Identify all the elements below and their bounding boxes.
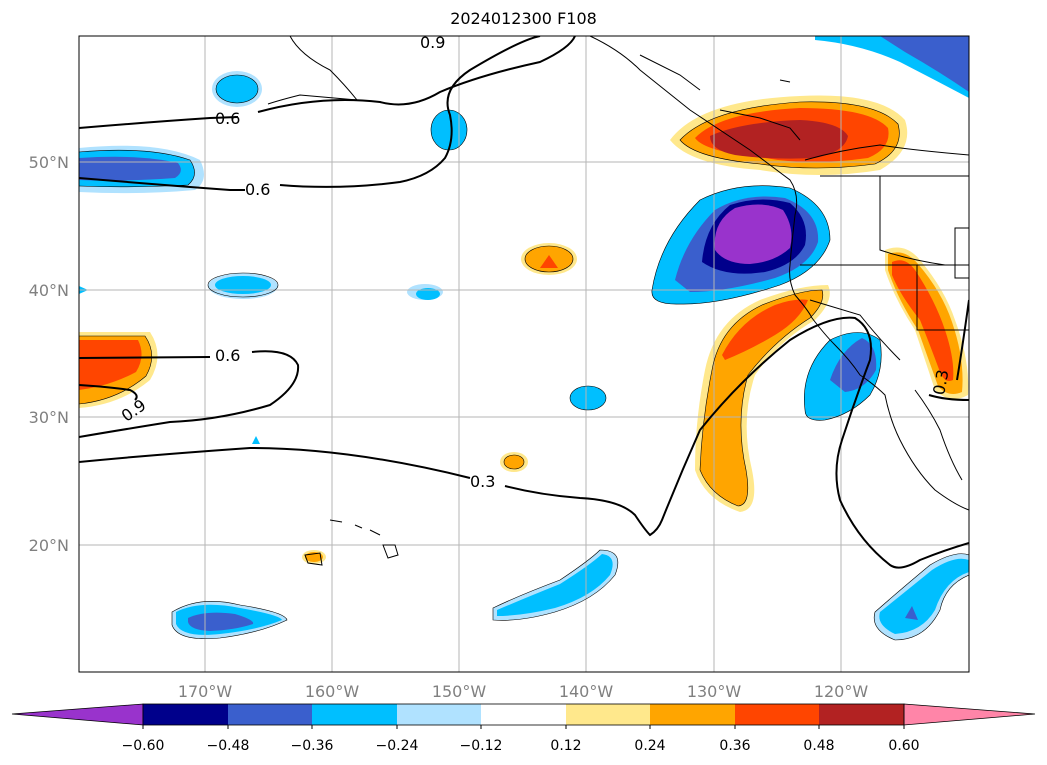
colorbar-tick-label: −0.36 xyxy=(291,738,334,754)
map-title: 2024012300 F108 xyxy=(450,9,597,28)
colorbar-tick-label: 0.12 xyxy=(550,738,581,754)
contour-label: 0.3 xyxy=(929,368,952,396)
colorbar-segment xyxy=(566,704,650,725)
gridlines xyxy=(79,36,969,672)
contour-label: 0.6 xyxy=(245,180,270,199)
lat-label: 20°N xyxy=(29,536,69,555)
colorbar-segment xyxy=(650,704,735,725)
contour-label: 0.6 xyxy=(215,346,240,365)
contour-label: 0.6 xyxy=(215,109,240,128)
lat-labels: 50°N 40°N 30°N 20°N xyxy=(29,153,69,555)
colorbar: −0.60 −0.48 −0.36 −0.24 −0.12 0.12 0.24 … xyxy=(11,703,1036,754)
colorbar-segment xyxy=(312,704,397,725)
colorbar-tick-label: −0.60 xyxy=(122,738,165,754)
map-frame xyxy=(78,35,970,673)
lon-labels: 170°W 160°W 150°W 140°W 130°W 120°W xyxy=(178,682,869,701)
colorbar-tick-label: −0.48 xyxy=(207,738,250,754)
colorbar-segment xyxy=(735,704,819,725)
colorbar-segment xyxy=(143,704,228,725)
colorbar-segment xyxy=(481,704,566,725)
colorbar-extend-min xyxy=(11,703,144,726)
colorbar-segment xyxy=(228,704,312,725)
colorbar-extend-max xyxy=(903,703,1036,726)
lon-label: 150°W xyxy=(432,682,487,701)
lon-label: 130°W xyxy=(687,682,742,701)
coastlines xyxy=(267,36,969,566)
colorbar-tick-label: 0.36 xyxy=(719,738,750,754)
lon-label: 160°W xyxy=(305,682,360,701)
colorbar-tick-label: −0.12 xyxy=(460,738,503,754)
shading-outlines xyxy=(79,74,969,641)
lon-label: 120°W xyxy=(814,682,869,701)
colorbar-segment xyxy=(397,704,481,725)
lat-label: 50°N xyxy=(29,153,69,172)
colorbar-tick-label: 0.48 xyxy=(803,738,834,754)
colorbar-tick-label: 0.24 xyxy=(634,738,665,754)
anomaly-shading xyxy=(79,36,969,640)
contour-labels: 0.9 0.6 0.6 0.6 0.9 0.3 0.3 xyxy=(118,33,953,491)
colorbar-segment xyxy=(819,704,904,725)
colorbar-tick-label: 0.60 xyxy=(888,738,919,754)
lat-label: 30°N xyxy=(29,408,69,427)
map-area: 0.9 0.6 0.6 0.6 0.9 0.3 0.3 xyxy=(79,33,969,672)
colorbar-tick-label: −0.24 xyxy=(376,738,419,754)
lat-label: 40°N xyxy=(29,281,69,300)
contour-lines xyxy=(79,36,969,569)
contour-label: 0.3 xyxy=(470,472,495,491)
lon-label: 170°W xyxy=(178,682,233,701)
contour-label: 0.9 xyxy=(420,33,445,52)
lon-label: 140°W xyxy=(559,682,614,701)
